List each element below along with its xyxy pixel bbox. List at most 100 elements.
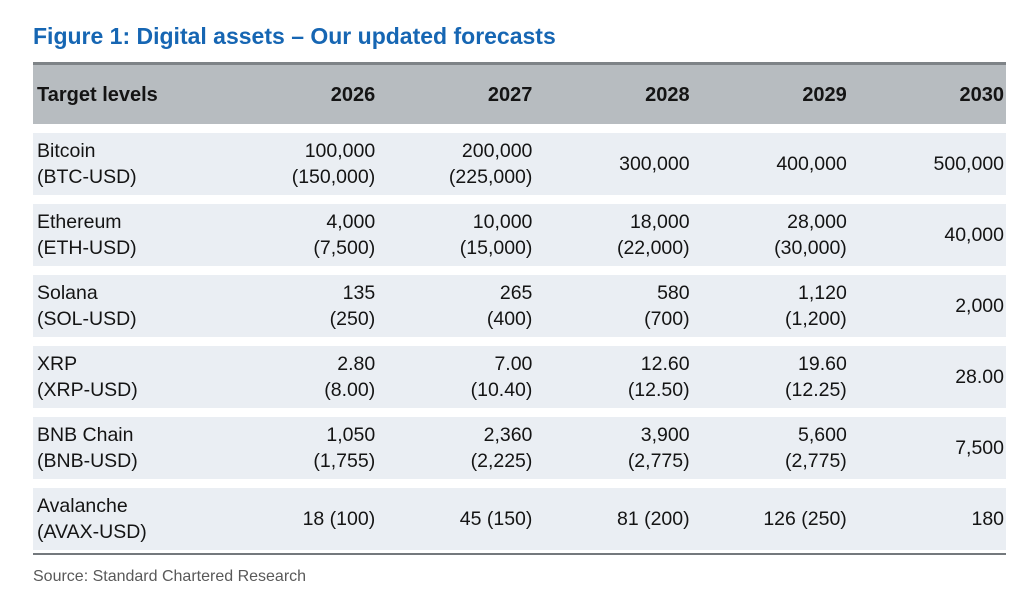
cell-2026: 18 (100) — [220, 488, 377, 550]
target-value: 12.60 — [640, 353, 690, 375]
asset-ticker: (BTC-USD) — [37, 166, 137, 188]
figure-title: Figure 1: Digital assets – Our updated f… — [33, 23, 556, 49]
consensus-value: (2,225) — [470, 450, 533, 472]
asset-ticker: (AVAX-USD) — [37, 521, 147, 543]
target-value: 7.00 — [494, 353, 533, 375]
cell-2030: 500,000 — [849, 133, 1006, 195]
target-value: 28.00 — [955, 366, 1005, 388]
consensus-value: (1,200) — [785, 308, 847, 330]
consensus-value: (12.25) — [785, 379, 847, 401]
consensus-value: (2,775) — [627, 450, 690, 472]
cell-2029: 1,120 (1,200) — [692, 275, 849, 337]
consensus-value: (400) — [486, 308, 533, 330]
target-value: 1,050 — [326, 424, 376, 446]
asset-name: BNB Chain — [37, 424, 134, 446]
cell-2026: 1,050 (1,755) — [220, 417, 377, 479]
asset-label: Avalanche (AVAX-USD) — [33, 488, 220, 550]
header-cell-2029: 2029 — [802, 83, 847, 106]
target-value: 580 — [657, 282, 690, 304]
cell-2027: 10,000 (15,000) — [377, 204, 534, 266]
consensus-value: (10.40) — [470, 379, 533, 401]
table-row-bnb-chain: BNB Chain (BNB-USD) 1,050 (1,755) 2,360 … — [33, 417, 1006, 479]
consensus-value: (1,755) — [313, 450, 376, 472]
cell-2028: 12.60 (12.50) — [534, 346, 691, 408]
cell-2028: 81 (200) — [534, 488, 691, 550]
header-cell-2027: 2027 — [487, 83, 533, 106]
target-value: 7,500 — [955, 437, 1005, 459]
source-note: Source: Standard Chartered Research — [33, 568, 307, 585]
table-bottom-rule — [33, 553, 1006, 555]
consensus-value: (22,000) — [616, 237, 690, 259]
target-value: 1,120 — [798, 282, 847, 304]
table-row-solana: Solana (SOL-USD) 135 (250) 265 (400) 580… — [33, 275, 1006, 337]
target-value: 265 — [499, 282, 533, 304]
target-value: 500,000 — [933, 153, 1005, 175]
target-value: 135 — [342, 282, 376, 304]
cell-2028: 300,000 — [534, 133, 691, 195]
target-value: 300,000 — [619, 153, 690, 175]
table-row-bitcoin: Bitcoin (BTC-USD) 100,000 (150,000) 200,… — [33, 133, 1006, 195]
asset-ticker: (BNB-USD) — [37, 450, 138, 472]
cell-2030: 40,000 — [849, 204, 1006, 266]
cell-2030: 180 — [849, 488, 1006, 550]
cell-2029: 5,600 (2,775) — [692, 417, 849, 479]
asset-name: Ethereum — [37, 211, 122, 233]
consensus-value: (12.50) — [627, 379, 690, 401]
cell-2029: 28,000 (30,000) — [692, 204, 849, 266]
cell-2029: 400,000 — [692, 133, 849, 195]
table-row-ethereum: Ethereum (ETH-USD) 4,000 (7,500) 10,000 … — [33, 204, 1006, 266]
target-value: 100,000 — [304, 140, 376, 162]
header-cell-2028: 2028 — [645, 83, 690, 106]
table-row-xrp: XRP (XRP-USD) 2.80 (8.00) 7.00 (10.40) 1… — [33, 346, 1006, 408]
asset-name: Avalanche — [37, 495, 128, 517]
consensus-value: (15,000) — [459, 237, 533, 259]
forecast-table: Target levels 2026 2027 2028 2029 2030 B… — [33, 62, 1006, 555]
cell-2026: 100,000 (150,000) — [220, 133, 377, 195]
target-value: 5,600 — [798, 424, 847, 446]
target-value: 3,900 — [640, 424, 690, 446]
cell-2029: 126 (250) — [692, 488, 849, 550]
consensus-value: (2,775) — [785, 450, 847, 472]
asset-ticker: (ETH-USD) — [37, 237, 137, 259]
target-value: 10,000 — [472, 211, 533, 233]
target-value: 18 (100) — [302, 508, 376, 530]
target-value: 200,000 — [461, 140, 533, 162]
consensus-value: (700) — [644, 308, 690, 330]
cell-2029: 19.60 (12.25) — [692, 346, 849, 408]
cell-2030: 2,000 — [849, 275, 1006, 337]
header-cell-target-levels: Target levels — [37, 83, 158, 106]
cell-2027: 45 (150) — [377, 488, 534, 550]
target-value: 28,000 — [787, 211, 847, 233]
header-cell-2026: 2026 — [330, 83, 376, 106]
target-value: 400,000 — [776, 153, 847, 175]
target-value: 81 (200) — [616, 508, 690, 530]
header-cell-2030: 2030 — [959, 83, 1005, 106]
consensus-value: (250) — [329, 308, 376, 330]
asset-label: XRP (XRP-USD) — [33, 346, 220, 408]
asset-name: Bitcoin — [37, 140, 96, 162]
target-value: 4,000 — [326, 211, 376, 233]
cell-2026: 2.80 (8.00) — [220, 346, 377, 408]
table-header-row: Target levels 2026 2027 2028 2029 2030 — [33, 62, 1006, 124]
cell-2028: 3,900 (2,775) — [534, 417, 691, 479]
asset-label: Ethereum (ETH-USD) — [33, 204, 220, 266]
asset-ticker: (SOL-USD) — [37, 308, 137, 330]
cell-2027: 7.00 (10.40) — [377, 346, 534, 408]
cell-2027: 265 (400) — [377, 275, 534, 337]
target-value: 2,000 — [955, 295, 1005, 317]
target-value: 2.80 — [337, 353, 376, 375]
cell-2030: 7,500 — [849, 417, 1006, 479]
cell-2030: 28.00 — [849, 346, 1006, 408]
cell-2028: 18,000 (22,000) — [534, 204, 691, 266]
cell-2027: 2,360 (2,225) — [377, 417, 534, 479]
target-value: 126 (250) — [763, 508, 847, 530]
cell-2028: 580 (700) — [534, 275, 691, 337]
asset-label: Bitcoin (BTC-USD) — [33, 133, 220, 195]
consensus-value: (150,000) — [291, 166, 376, 188]
target-value: 2,360 — [483, 424, 533, 446]
cell-2026: 4,000 (7,500) — [220, 204, 377, 266]
target-value: 19.60 — [798, 353, 847, 375]
consensus-value: (7,500) — [313, 237, 376, 259]
consensus-value: (8.00) — [324, 379, 376, 401]
